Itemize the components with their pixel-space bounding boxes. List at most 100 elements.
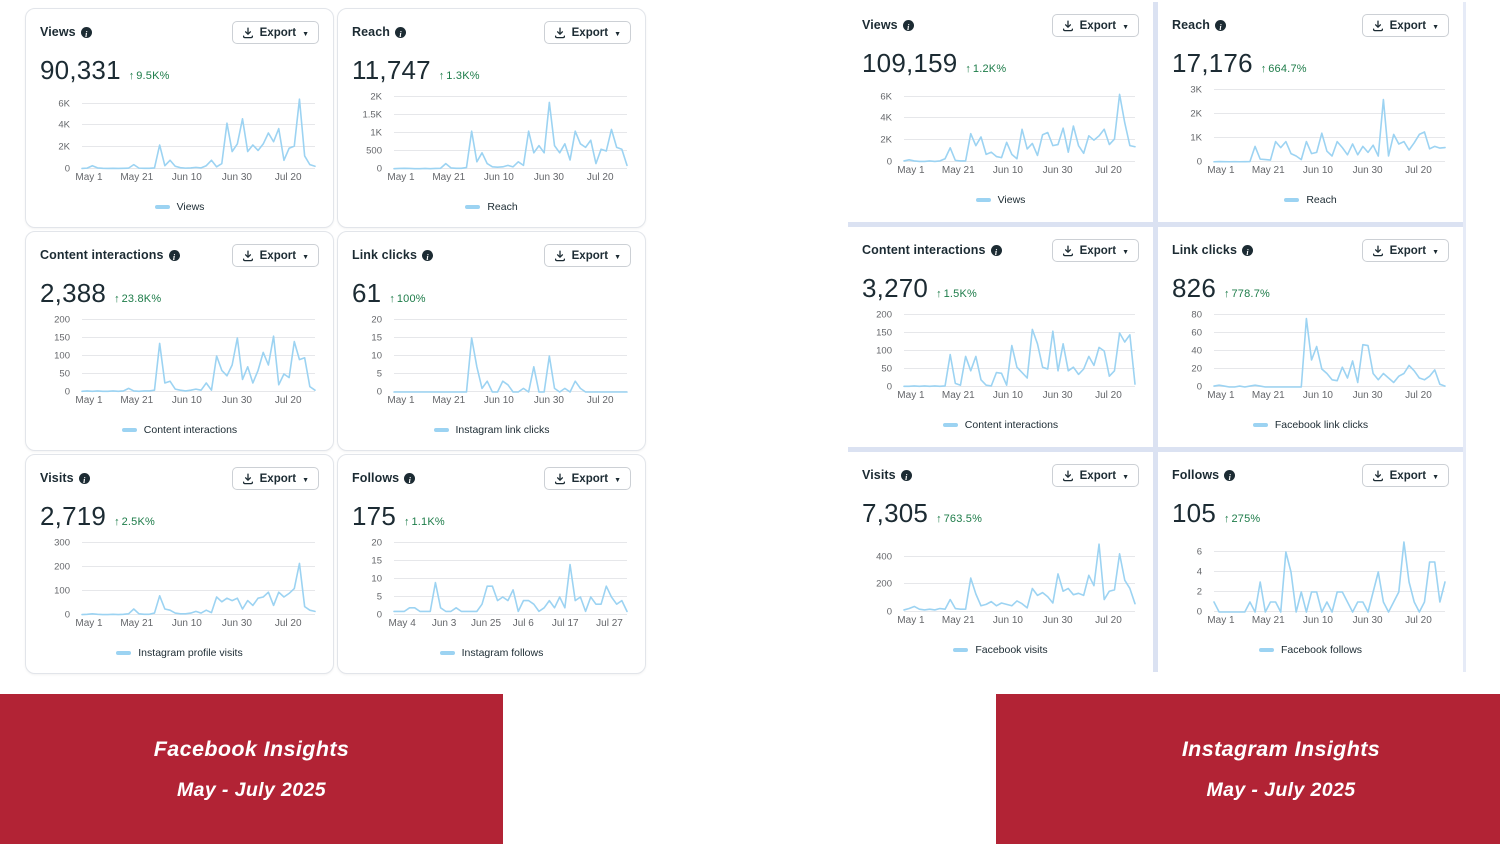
metric-value: 109,159 bbox=[862, 48, 958, 78]
line-chart: 0 5 10 15 20 May 4 Jun 3 Jun 25 Jul 6 Jul 17 Jul … bbox=[352, 538, 631, 633]
export-label: Export bbox=[1389, 469, 1427, 482]
x-tick-label: Jun 30 bbox=[221, 618, 252, 629]
y-tick-label: 4 bbox=[1196, 566, 1202, 578]
x-tick-label: Jun 10 bbox=[1302, 615, 1333, 626]
line-chart: 0 1K 2K 3K May 1 May 21 Jun 10 Jun 30 Jul 20 bbox=[1172, 85, 1449, 180]
info-icon[interactable] bbox=[80, 26, 92, 38]
y-tick-label: 15 bbox=[371, 555, 382, 567]
download-icon bbox=[554, 250, 565, 261]
y-tick-label: 150 bbox=[54, 332, 70, 344]
chart-plot-area[interactable] bbox=[82, 319, 315, 392]
gridline bbox=[904, 161, 1135, 162]
info-icon[interactable] bbox=[404, 472, 416, 484]
export-button[interactable]: Export bbox=[1361, 464, 1449, 487]
metric-row: 3,270 1.5K% bbox=[862, 273, 1139, 303]
legend-marker bbox=[953, 648, 969, 652]
legend-label: Instagram follows bbox=[461, 647, 544, 659]
export-button[interactable]: Export bbox=[543, 244, 631, 267]
chart-legend: Facebook link clicks bbox=[1172, 419, 1449, 431]
y-tick-label: 2K bbox=[58, 141, 70, 153]
x-tick-label: Jul 20 bbox=[1095, 165, 1122, 176]
y-tick-label: 2 bbox=[1196, 586, 1202, 598]
info-icon[interactable] bbox=[900, 469, 912, 481]
banner-title: Instagram Insights bbox=[1181, 736, 1381, 761]
chart-plot-area[interactable] bbox=[1214, 540, 1445, 612]
download-icon bbox=[1372, 470, 1383, 481]
trend-percentage: 9.5K% bbox=[136, 70, 170, 82]
chart-plot-area[interactable] bbox=[904, 90, 1135, 162]
gridline bbox=[394, 168, 627, 169]
chart-plot-area[interactable] bbox=[82, 542, 315, 615]
export-button[interactable]: Export bbox=[1051, 464, 1139, 487]
export-label: Export bbox=[571, 472, 609, 485]
x-tick-label: May 21 bbox=[120, 618, 154, 629]
chart-plot-area[interactable] bbox=[82, 97, 315, 169]
y-tick-label: 3K bbox=[1190, 84, 1202, 96]
x-tick-label: Jun 10 bbox=[171, 618, 202, 629]
x-tick-label: Jul 20 bbox=[1095, 390, 1122, 401]
x-tick-label: May 1 bbox=[387, 395, 415, 406]
info-icon[interactable] bbox=[990, 244, 1002, 256]
trend-indicator: 2.5K% bbox=[114, 512, 155, 530]
chart-plot-area[interactable] bbox=[904, 540, 1135, 612]
insight-card: Visits Export 2,719 2.5K% 0 100 200 300 bbox=[25, 454, 334, 674]
insight-card: Reach Export 17,176 664.7% 0 1K 2K 3K bbox=[1158, 2, 1463, 222]
chart-x-axis: May 1 May 21 Jun 10 Jun 30 Jul 20 bbox=[75, 172, 315, 186]
export-button[interactable]: Export bbox=[543, 21, 631, 44]
card-title: Visits bbox=[40, 471, 74, 485]
info-icon[interactable] bbox=[78, 472, 90, 484]
line-chart: 0 50 100 150 200 May 1 May 21 Jun 10 Jun 30 Jul … bbox=[862, 310, 1139, 405]
chart-plot-area[interactable] bbox=[904, 314, 1135, 387]
info-icon[interactable] bbox=[168, 249, 180, 261]
gridline bbox=[904, 332, 1135, 333]
metric-row: 61 100% bbox=[352, 278, 631, 308]
facebook-insights-banner: Facebook Insights May - July 2025 bbox=[0, 694, 503, 844]
x-tick-label: Jul 20 bbox=[274, 172, 302, 183]
trend-up-arrow-icon bbox=[936, 509, 942, 527]
card-header: Follows Export bbox=[1172, 464, 1449, 490]
info-icon[interactable] bbox=[422, 249, 434, 261]
gridline bbox=[1214, 89, 1445, 90]
metric-row: 2,388 23.8K% bbox=[40, 278, 319, 308]
export-button[interactable]: Export bbox=[1361, 239, 1449, 262]
chart-plot-area[interactable] bbox=[1214, 89, 1445, 162]
metric-row: 7,305 763.5% bbox=[862, 498, 1139, 528]
export-button[interactable]: Export bbox=[1361, 14, 1449, 37]
card-title-wrap: Visits bbox=[40, 467, 90, 485]
y-tick-label: 2K bbox=[370, 91, 382, 103]
info-icon[interactable] bbox=[1242, 244, 1254, 256]
gridline bbox=[1214, 314, 1445, 315]
trend-up-arrow-icon bbox=[389, 289, 395, 307]
export-button[interactable]: Export bbox=[231, 467, 319, 490]
export-button[interactable]: Export bbox=[231, 244, 319, 267]
y-tick-label: 1.5K bbox=[362, 109, 382, 121]
card-title-wrap: Views bbox=[862, 14, 914, 32]
export-button[interactable]: Export bbox=[1051, 239, 1139, 262]
download-icon bbox=[1372, 20, 1383, 31]
card-header: Views Export bbox=[862, 14, 1139, 40]
trend-percentage: 1.5K% bbox=[943, 288, 977, 300]
trend-up-arrow-icon bbox=[129, 66, 135, 84]
chart-plot-area[interactable] bbox=[394, 542, 627, 615]
y-tick-label: 0 bbox=[886, 381, 892, 393]
info-icon[interactable] bbox=[1224, 469, 1236, 481]
info-icon[interactable] bbox=[395, 26, 407, 38]
chevron-down-icon bbox=[1122, 18, 1129, 33]
insight-card: Content interactions Export 2,388 23.8K% bbox=[25, 231, 334, 451]
y-tick-label: 0 bbox=[64, 609, 70, 621]
x-tick-label: May 21 bbox=[941, 165, 975, 176]
chart-plot-area[interactable] bbox=[394, 319, 627, 392]
info-icon[interactable] bbox=[902, 19, 914, 31]
export-button[interactable]: Export bbox=[1051, 14, 1139, 37]
chart-x-axis: May 1 May 21 Jun 10 Jun 30 Jul 20 bbox=[897, 390, 1135, 404]
metric-value: 7,305 bbox=[862, 498, 929, 528]
info-icon[interactable] bbox=[1215, 19, 1227, 31]
export-button[interactable]: Export bbox=[231, 21, 319, 44]
chart-plot-area[interactable] bbox=[394, 96, 627, 169]
insight-card: Link clicks Export 826 778.7% 0 20 40 60 80 bbox=[1158, 227, 1463, 447]
y-tick-label: 100 bbox=[54, 585, 70, 597]
trend-up-arrow-icon bbox=[1224, 284, 1230, 302]
chart-plot-area[interactable] bbox=[1214, 314, 1445, 387]
trend-indicator: 1.2K% bbox=[965, 59, 1006, 77]
export-button[interactable]: Export bbox=[543, 467, 631, 490]
